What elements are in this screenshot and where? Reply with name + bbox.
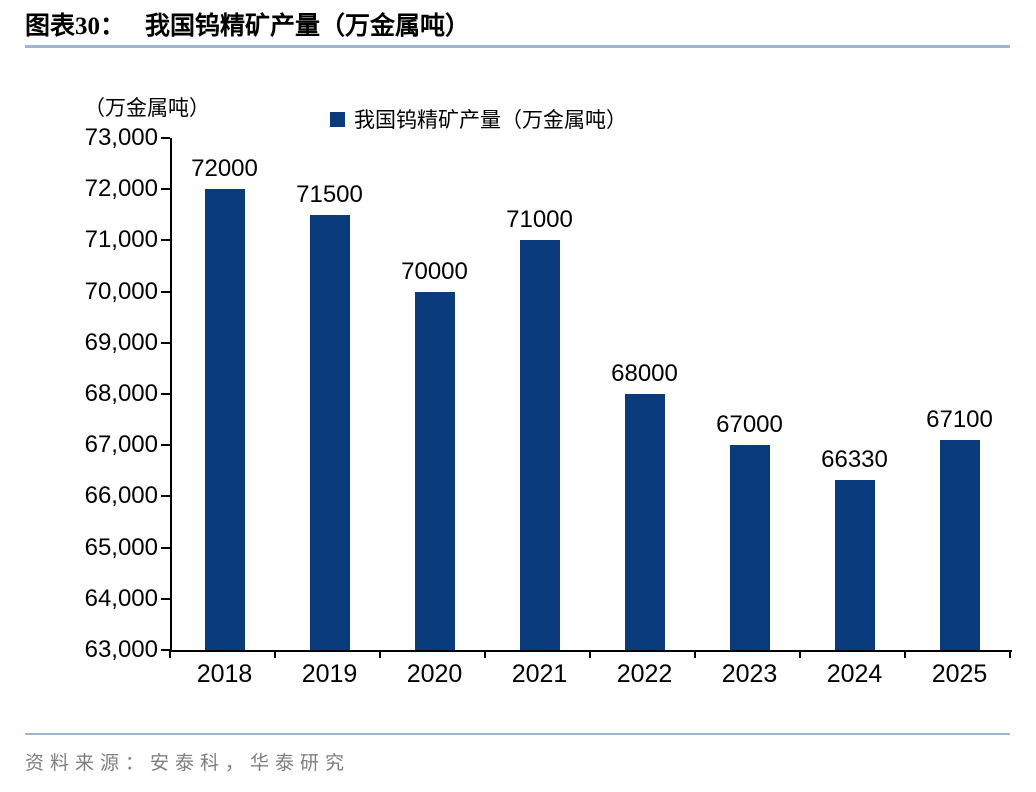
- figure-number-label: 图表30：: [25, 13, 126, 40]
- y-axis-tick-label: 64,000: [84, 584, 158, 612]
- bar-2022: [624, 394, 665, 650]
- x-axis-tick-mark: [799, 650, 801, 658]
- bar-2020: [414, 291, 455, 650]
- bar-2023: [729, 445, 770, 650]
- bar-2021: [519, 240, 560, 650]
- y-axis-tick-label: 65,000: [84, 533, 158, 561]
- x-axis-label-2025: 2025: [931, 660, 988, 688]
- bar-2019: [309, 214, 350, 650]
- y-axis-tick-mark: [161, 341, 170, 344]
- x-axis-tick-mark: [274, 650, 276, 658]
- bar-value-label: 71000: [506, 206, 573, 234]
- y-axis-tick-label: 63,000: [84, 636, 158, 663]
- x-axis-label-2022: 2022: [616, 660, 673, 688]
- bar-value-label: 66330: [821, 445, 888, 473]
- x-axis-tick-mark: [169, 650, 171, 658]
- y-axis-tick-label: 66,000: [84, 482, 158, 510]
- bar-2024: [834, 479, 875, 650]
- y-axis-tick-mark: [161, 290, 170, 293]
- y-axis-tick-mark: [161, 495, 170, 498]
- bar-value-label: 71500: [296, 180, 363, 208]
- title-divider-line: [25, 45, 1010, 48]
- y-axis-tick-label: 67,000: [84, 431, 158, 459]
- y-axis-tick-mark: [161, 137, 170, 139]
- y-axis-tick-mark: [161, 444, 170, 447]
- y-axis-tick-label: 72,000: [84, 175, 158, 203]
- x-axis-label-2021: 2021: [511, 660, 568, 688]
- legend-label: 我国钨精矿产量（万金属吨）: [354, 108, 627, 132]
- x-axis-label-2023: 2023: [721, 660, 778, 688]
- chart-legend: 我国钨精矿产量（万金属吨）: [330, 104, 627, 134]
- bar-value-label: 68000: [611, 360, 678, 387]
- bar-2025: [939, 440, 980, 650]
- y-axis-tick-mark: [161, 597, 170, 600]
- y-axis-tick-mark: [161, 649, 170, 651]
- x-axis-tick-mark: [694, 650, 696, 658]
- bar-value-label: 67100: [926, 406, 993, 434]
- x-axis-label-2024: 2024: [826, 660, 883, 688]
- x-axis-tick-mark: [589, 650, 591, 658]
- bar-chart-plot-area: 72000 2018 71500 2019 70000 2020 71000 2021 6800…: [170, 138, 1012, 688]
- y-axis-tick-label: 73,000: [84, 124, 158, 151]
- x-axis-label-2019: 2019: [301, 660, 358, 688]
- y-axis-tick-label: 68,000: [84, 380, 158, 407]
- x-axis-tick-mark: [379, 650, 381, 658]
- chart-title-text: 我国钨精矿产量（万金属吨）: [145, 13, 471, 40]
- y-axis-tick-label: 70,000: [84, 277, 158, 305]
- footer-divider-line: [25, 733, 1010, 735]
- chart-title: 图表30： 我国钨精矿产量（万金属吨）: [25, 6, 470, 42]
- x-axis-tick-mark: [484, 650, 486, 658]
- y-axis-tick-label: 71,000: [84, 226, 158, 254]
- bar-value-label: 72000: [191, 155, 258, 183]
- legend-swatch-icon: [330, 111, 345, 127]
- bar-value-label: 67000: [716, 411, 783, 439]
- y-axis-tick-label: 69,000: [84, 328, 158, 356]
- source-note: 资料来源：安泰科，华泰研究: [25, 753, 351, 774]
- bar-2018: [204, 189, 245, 650]
- y-axis-tick-mark: [161, 546, 170, 549]
- x-axis-tick-mark: [904, 650, 906, 658]
- bar-value-label: 70000: [401, 257, 468, 285]
- x-axis-label-2018: 2018: [196, 660, 253, 688]
- y-axis-tick-mark: [161, 393, 170, 395]
- y-axis-tick-mark: [161, 239, 170, 242]
- x-axis-tick-mark: [1009, 650, 1011, 658]
- y-axis-tick-mark: [161, 188, 170, 191]
- y-axis-unit-label: （万金属吨）: [84, 96, 210, 120]
- x-axis-label-2020: 2020: [406, 660, 463, 688]
